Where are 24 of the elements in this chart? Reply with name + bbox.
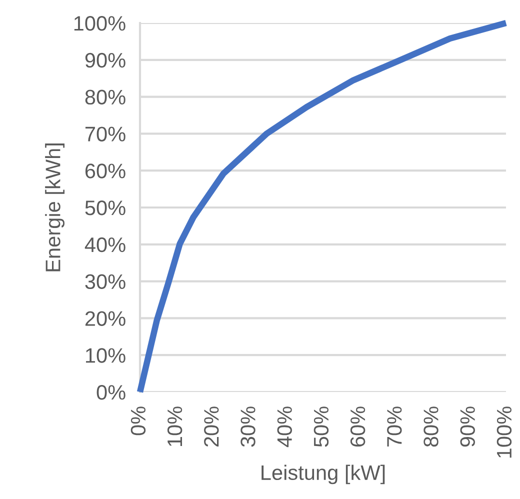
y-axis-title: Energie [kWh] <box>45 144 64 272</box>
x-tick-label: 90% <box>460 406 475 447</box>
y-tick-label: 60% <box>85 164 126 178</box>
x-axis-title: Leistung [kW] <box>262 464 385 484</box>
y-tick-label: 90% <box>85 52 126 68</box>
x-tick-label: 60% <box>350 406 366 447</box>
x-tick-label: 50% <box>314 406 329 447</box>
x-tick-label: 10% <box>167 406 182 446</box>
x-tick-label: 100% <box>496 406 512 458</box>
x-tick-label: 0% <box>130 406 146 436</box>
x-tick-label: 20% <box>204 406 219 447</box>
x-tick-label: 30% <box>240 406 256 447</box>
y-tick-label: 30% <box>85 274 126 290</box>
x-tick-label: 80% <box>424 406 438 447</box>
x-tick-label: 70% <box>387 406 402 447</box>
y-tick-label: 20% <box>85 311 126 326</box>
y-tick-label: 10% <box>86 348 126 363</box>
x-tick-label: 40% <box>277 406 292 448</box>
y-tick-label: 40% <box>84 237 126 252</box>
y-tick-label: 100% <box>74 16 126 31</box>
y-tick-label: 0% <box>96 385 126 400</box>
y-tick-label: 50% <box>85 200 126 216</box>
y-tick-label: 80% <box>85 90 126 105</box>
y-tick-label: 70% <box>85 126 126 142</box>
